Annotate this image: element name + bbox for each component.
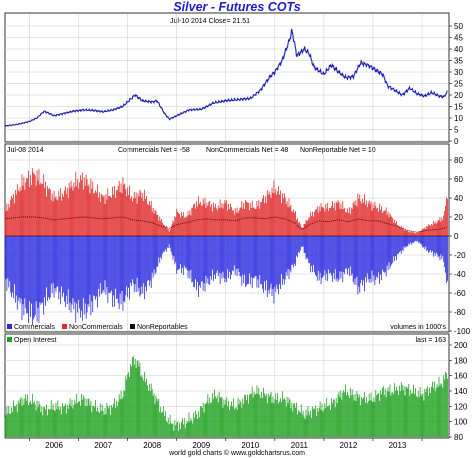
price-ytick-label: 20 xyxy=(454,91,463,100)
price-ytick-label: 25 xyxy=(454,80,463,89)
x-axis-year-label: 2007 xyxy=(94,441,112,450)
legend-nonreportables: NonReportables xyxy=(137,324,188,331)
oi-ytick-label: 160 xyxy=(454,372,468,381)
legend-noncommercials-swatch xyxy=(62,324,67,329)
price-ytick-label: 10 xyxy=(454,114,463,123)
cot-ytick-label: -100 xyxy=(454,327,471,336)
oi-ytick-label: 120 xyxy=(454,402,468,411)
legend-noncommercials: NonCommercials xyxy=(69,324,123,331)
cot-ytick-label: 60 xyxy=(454,175,463,184)
cot-ytick-label: 40 xyxy=(454,194,463,203)
legend-nonreportables-swatch xyxy=(130,324,135,329)
commercials-net: Commercials Net = -58 xyxy=(118,147,190,154)
footer-credit: world gold charts © www.goldchartsrus.co… xyxy=(168,449,305,457)
cot-ytick-label: -40 xyxy=(454,270,466,279)
oi-ytick-label: 180 xyxy=(454,356,468,365)
price-ytick-label: 40 xyxy=(454,45,463,54)
oi-last: last = 163 xyxy=(415,337,446,344)
legend-commercials-swatch xyxy=(7,324,12,329)
x-axis-year-label: 2013 xyxy=(389,441,407,450)
cot-ytick-label: -60 xyxy=(454,289,466,298)
x-axis-year-label: 2006 xyxy=(45,441,63,450)
price-ytick-label: 50 xyxy=(454,22,463,31)
price-ytick-label: 45 xyxy=(454,34,463,43)
cot-ytick-label: 80 xyxy=(454,156,463,165)
price-ytick-label: 0 xyxy=(454,137,459,146)
price-panel xyxy=(4,12,450,143)
cot-ytick-label: 20 xyxy=(454,213,463,222)
cot-ytick-label: -20 xyxy=(454,251,466,260)
oi-ytick-label: 200 xyxy=(454,341,468,350)
nonreportables-line xyxy=(4,216,448,233)
price-ytick-label: 5 xyxy=(454,126,459,135)
nonreportable-net: NonReportable Net = 10 xyxy=(300,147,376,154)
oi-ytick-label: 80 xyxy=(454,433,463,442)
cot-units: volumes in 1000's xyxy=(390,324,446,331)
oi-ytick-label: 140 xyxy=(454,387,468,396)
legend-open-interest: Open Interest xyxy=(14,337,56,344)
x-axis-year-label: 2010 xyxy=(241,441,259,450)
price-ytick-label: 15 xyxy=(454,103,463,112)
chart-title: Silver - Futures COTs xyxy=(173,0,300,14)
oi-ytick-label: 100 xyxy=(454,418,468,427)
legend-commercials: Commercials xyxy=(14,324,55,331)
silver-price-line xyxy=(4,28,448,127)
legend-open-interest-swatch xyxy=(7,337,12,342)
oi-panel xyxy=(4,333,450,439)
price-subtitle: Jul-10 2014 Close= 21.51 xyxy=(170,18,250,25)
x-axis-year-label: 2012 xyxy=(340,441,358,450)
cot-ytick-label: 0 xyxy=(454,232,459,241)
x-axis-year-label: 2011 xyxy=(291,441,309,450)
x-axis-year-label: 2008 xyxy=(143,441,161,450)
cot-ytick-label: -80 xyxy=(454,308,466,317)
cot-date: Jul-08 2014 xyxy=(7,147,44,154)
price-ytick-label: 35 xyxy=(454,57,463,66)
x-axis-year-label: 2009 xyxy=(192,441,210,450)
noncommercials-net: NonCommercials Net = 48 xyxy=(206,147,288,154)
price-ytick-label: 30 xyxy=(454,68,463,77)
